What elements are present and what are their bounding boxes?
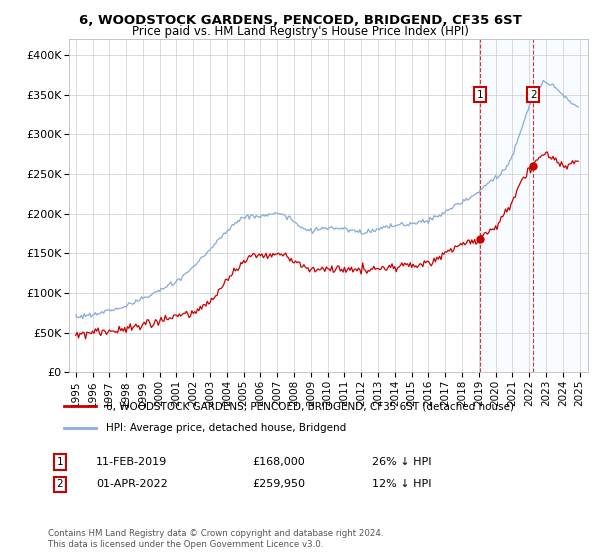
Text: £259,950: £259,950 [252, 479, 305, 489]
Text: HPI: Average price, detached house, Bridgend: HPI: Average price, detached house, Brid… [106, 423, 346, 433]
Text: 2: 2 [530, 90, 537, 100]
Text: 1: 1 [56, 457, 64, 467]
Text: 6, WOODSTOCK GARDENS, PENCOED, BRIDGEND, CF35 6ST (detached house): 6, WOODSTOCK GARDENS, PENCOED, BRIDGEND,… [106, 401, 514, 411]
Text: Price paid vs. HM Land Registry's House Price Index (HPI): Price paid vs. HM Land Registry's House … [131, 25, 469, 38]
Text: 1: 1 [477, 90, 484, 100]
Text: 26% ↓ HPI: 26% ↓ HPI [372, 457, 431, 467]
Text: Contains HM Land Registry data © Crown copyright and database right 2024.
This d: Contains HM Land Registry data © Crown c… [48, 529, 383, 549]
Text: 01-APR-2022: 01-APR-2022 [96, 479, 168, 489]
Text: 6, WOODSTOCK GARDENS, PENCOED, BRIDGEND, CF35 6ST: 6, WOODSTOCK GARDENS, PENCOED, BRIDGEND,… [79, 14, 521, 27]
Text: £168,000: £168,000 [252, 457, 305, 467]
Text: 12% ↓ HPI: 12% ↓ HPI [372, 479, 431, 489]
Text: 2: 2 [56, 479, 64, 489]
Text: 11-FEB-2019: 11-FEB-2019 [96, 457, 167, 467]
Bar [480, 39, 588, 372]
